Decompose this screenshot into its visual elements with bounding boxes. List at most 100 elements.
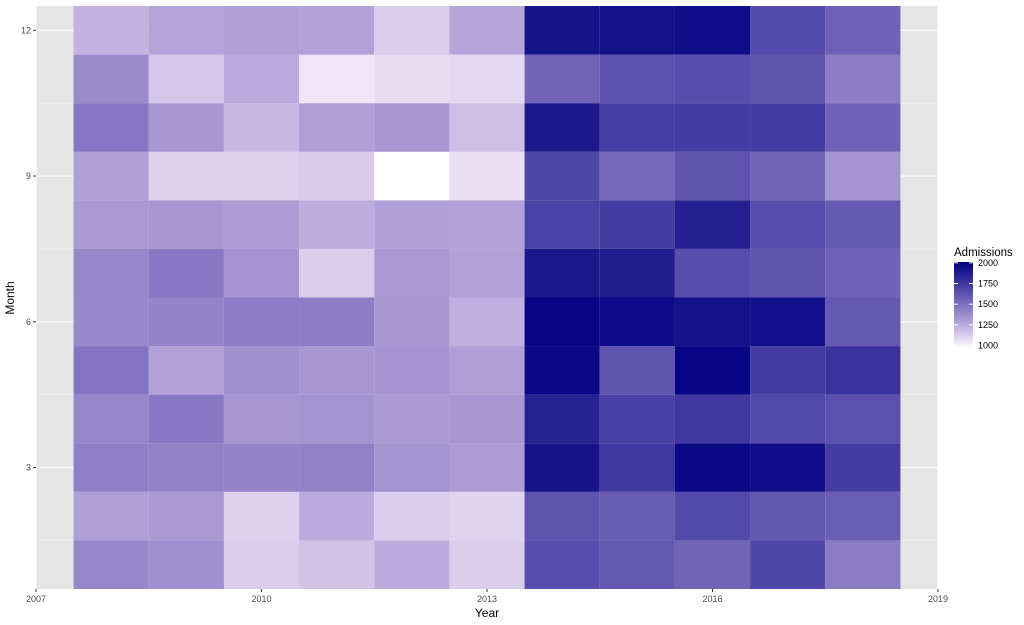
tile-2009-11 — [148, 54, 224, 104]
tile-2011-12 — [299, 6, 375, 55]
tile-2017-11 — [750, 54, 826, 104]
legend-label-2: 1500 — [978, 299, 998, 309]
tile-2015-7 — [599, 248, 675, 298]
tile-2017-2 — [750, 491, 826, 541]
tile-2009-5 — [148, 346, 224, 395]
tile-2010-2 — [223, 491, 300, 541]
tile-2017-9 — [750, 151, 826, 201]
tile-2014-6 — [524, 297, 600, 347]
tile-2010-1 — [223, 540, 300, 589]
tile-2014-1 — [524, 540, 600, 589]
x-tick-label-2: 2013 — [477, 594, 497, 604]
x-tick-label-3: 2016 — [702, 594, 722, 604]
tile-2013-1 — [449, 540, 525, 589]
tile-2009-10 — [148, 103, 224, 152]
tile-2012-12 — [374, 6, 450, 55]
tile-2014-12 — [524, 6, 600, 55]
y-axis: 3 6 9 12 — [21, 25, 36, 473]
tile-2011-8 — [299, 200, 375, 249]
tile-2018-7 — [825, 248, 901, 298]
y-axis-title: Month — [3, 281, 17, 314]
tile-2009-6 — [148, 297, 224, 347]
tile-2009-3 — [148, 443, 224, 492]
tile-2008-7 — [73, 248, 149, 298]
tile-2018-1 — [825, 540, 901, 589]
heatmap-tiles — [73, 6, 901, 589]
tile-2011-7 — [299, 248, 375, 298]
tile-2013-11 — [449, 54, 525, 104]
tile-2015-10 — [599, 103, 675, 152]
tile-2018-5 — [825, 346, 901, 395]
tile-2015-5 — [599, 346, 675, 395]
tile-2011-11 — [299, 54, 375, 104]
tile-2014-2 — [524, 491, 600, 541]
tile-2013-10 — [449, 103, 525, 152]
tile-2014-9 — [524, 151, 600, 201]
tile-2015-12 — [599, 6, 675, 55]
tile-2018-2 — [825, 491, 901, 541]
tile-2017-7 — [750, 248, 826, 298]
y-tick-label-0: 3 — [26, 463, 31, 473]
tile-2013-6 — [449, 297, 525, 347]
tile-2013-8 — [449, 200, 525, 249]
tile-2013-12 — [449, 6, 525, 55]
y-tick-label-3: 12 — [21, 25, 31, 35]
tile-2017-5 — [750, 346, 826, 395]
tile-2009-4 — [148, 394, 224, 444]
tile-2011-5 — [299, 346, 375, 395]
tile-2011-3 — [299, 443, 375, 492]
tile-2008-6 — [73, 297, 149, 347]
tile-2015-3 — [599, 443, 675, 492]
tile-2015-2 — [599, 491, 675, 541]
tile-2016-1 — [674, 540, 751, 589]
tile-2015-9 — [599, 151, 675, 201]
tile-2012-11 — [374, 54, 450, 104]
tile-2018-12 — [825, 6, 901, 55]
tile-2010-5 — [223, 346, 300, 395]
tile-2011-4 — [299, 394, 375, 444]
tile-2014-3 — [524, 443, 600, 492]
tile-2014-5 — [524, 346, 600, 395]
tile-2009-2 — [148, 491, 224, 541]
tile-2013-7 — [449, 248, 525, 298]
tile-2010-3 — [223, 443, 300, 492]
tile-2016-3 — [674, 443, 751, 492]
tile-2016-8 — [674, 200, 751, 249]
tile-2018-3 — [825, 443, 901, 492]
tile-2013-2 — [449, 491, 525, 541]
tile-2016-7 — [674, 248, 751, 298]
tile-2010-7 — [223, 248, 300, 298]
tile-2009-1 — [148, 540, 224, 589]
tile-2016-12 — [674, 6, 751, 55]
tile-2012-9 — [374, 151, 450, 201]
tile-2016-10 — [674, 103, 751, 152]
tile-2014-4 — [524, 394, 600, 444]
tile-2017-1 — [750, 540, 826, 589]
tile-2013-4 — [449, 394, 525, 444]
tile-2011-2 — [299, 491, 375, 541]
tile-2015-1 — [599, 540, 675, 589]
tile-2008-5 — [73, 346, 149, 395]
tile-2018-6 — [825, 297, 901, 347]
tile-2016-2 — [674, 491, 751, 541]
tile-2017-8 — [750, 200, 826, 249]
legend-label-4: 1000 — [978, 341, 998, 351]
tile-2013-9 — [449, 151, 525, 201]
x-axis-title: Year — [475, 606, 499, 620]
tile-2012-8 — [374, 200, 450, 249]
tile-2017-12 — [750, 6, 826, 55]
tile-2008-3 — [73, 443, 149, 492]
tile-2009-7 — [148, 248, 224, 298]
tile-2018-10 — [825, 103, 901, 152]
tile-2014-10 — [524, 103, 600, 152]
x-tick-label-0: 2007 — [26, 594, 46, 604]
tile-2012-2 — [374, 491, 450, 541]
tile-2017-3 — [750, 443, 826, 492]
tile-2012-4 — [374, 394, 450, 444]
legend-ticks: 2000 1750 1500 1250 1000 — [954, 258, 998, 351]
legend-label-3: 1250 — [978, 320, 998, 330]
tile-2009-9 — [148, 151, 224, 201]
x-tick-label-4: 2019 — [928, 594, 948, 604]
legend-label-0: 2000 — [978, 258, 998, 268]
tile-2016-9 — [674, 151, 751, 201]
